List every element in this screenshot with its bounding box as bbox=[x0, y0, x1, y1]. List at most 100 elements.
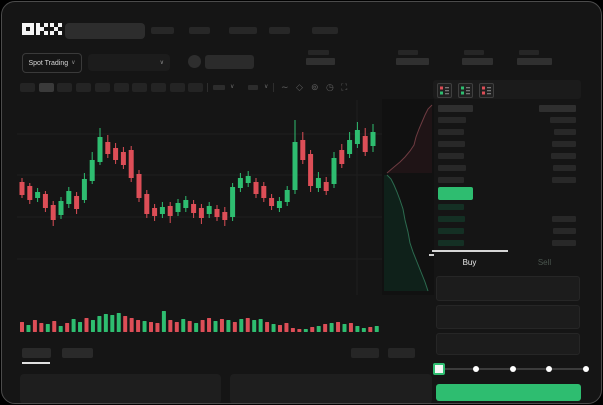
price-cell[interactable] bbox=[438, 240, 464, 246]
history-panel-1 bbox=[20, 374, 221, 403]
search-input[interactable] bbox=[65, 23, 145, 39]
ask-row[interactable] bbox=[434, 162, 580, 174]
indicator-dropdown[interactable] bbox=[248, 85, 258, 90]
price-cell[interactable] bbox=[438, 177, 464, 183]
orderbook-view-asks-icon[interactable] bbox=[479, 83, 494, 98]
orderbook-view-bids-icon[interactable] bbox=[458, 83, 473, 98]
stat-value bbox=[462, 58, 493, 65]
timeframe-button[interactable] bbox=[169, 83, 185, 92]
history-icon[interactable]: ◷ bbox=[326, 82, 334, 92]
history-tab-2[interactable] bbox=[62, 348, 93, 358]
ask-row[interactable] bbox=[434, 114, 580, 126]
price-cell[interactable] bbox=[438, 228, 464, 234]
tab-buy[interactable]: Buy bbox=[462, 258, 477, 267]
timeframe-button[interactable] bbox=[150, 83, 166, 92]
orderbook-view-toggles bbox=[437, 83, 494, 98]
trade-tabs: Buy Sell bbox=[432, 254, 582, 267]
amount-cell bbox=[553, 228, 576, 234]
price-cell[interactable] bbox=[438, 216, 465, 222]
chevron-down-icon: ∨ bbox=[230, 84, 235, 90]
stat-label bbox=[308, 50, 329, 55]
slider-stop[interactable] bbox=[546, 365, 553, 372]
fullscreen-icon[interactable]: ⛶ bbox=[341, 82, 348, 92]
orderbook bbox=[434, 102, 580, 249]
orderbook-view-combined-icon[interactable] bbox=[437, 83, 452, 98]
amount-percent-slider[interactable] bbox=[433, 362, 591, 375]
nav-item[interactable] bbox=[229, 27, 257, 34]
amount-cell bbox=[539, 104, 576, 112]
market-type-dropdown[interactable]: Spot Trading ∨ bbox=[22, 53, 82, 73]
timeframe-button[interactable] bbox=[76, 83, 92, 92]
timeframe-button[interactable] bbox=[57, 83, 73, 92]
history-panel-2 bbox=[230, 374, 432, 403]
history-tab-1[interactable] bbox=[22, 348, 51, 358]
camera-icon[interactable]: ⊚ bbox=[311, 82, 319, 92]
nav-item[interactable] bbox=[151, 27, 174, 34]
avatar[interactable] bbox=[188, 55, 201, 68]
bid-row[interactable] bbox=[434, 201, 580, 213]
candlestick-chart[interactable] bbox=[17, 100, 385, 295]
order-input-2[interactable] bbox=[436, 305, 580, 329]
chevron-down-icon: ∨ bbox=[159, 59, 164, 66]
volume-chart bbox=[20, 311, 379, 332]
indicator-dropdown[interactable] bbox=[213, 85, 225, 90]
last-price[interactable] bbox=[438, 187, 473, 200]
timeframe-button[interactable] bbox=[94, 83, 110, 92]
stat-label bbox=[519, 50, 539, 55]
ask-row[interactable] bbox=[434, 126, 580, 138]
chevron-down-icon: ∨ bbox=[264, 84, 269, 90]
bid-row[interactable] bbox=[434, 213, 580, 225]
nav-item[interactable] bbox=[269, 27, 290, 34]
pair-selector-dropdown[interactable]: ∨ bbox=[88, 54, 170, 71]
slider-stop[interactable] bbox=[509, 365, 516, 372]
price-cell[interactable] bbox=[438, 165, 466, 171]
ask-row[interactable] bbox=[434, 138, 580, 150]
history-action-2[interactable] bbox=[388, 348, 415, 358]
price-cell[interactable] bbox=[438, 204, 464, 210]
bid-row[interactable] bbox=[434, 225, 580, 237]
amount-cell bbox=[554, 129, 576, 135]
buy-submit-button[interactable] bbox=[436, 384, 581, 401]
nav-item[interactable] bbox=[312, 27, 338, 34]
orderbook-header[interactable] bbox=[434, 102, 580, 114]
market-type-label: Spot Trading bbox=[28, 59, 69, 67]
bid-row[interactable] bbox=[434, 237, 580, 249]
slider-stop[interactable] bbox=[472, 365, 479, 372]
price-cell[interactable] bbox=[438, 141, 465, 147]
toolbar-divider bbox=[273, 83, 274, 92]
draw-icon[interactable]: ◇ bbox=[296, 82, 303, 92]
history-action-1[interactable] bbox=[351, 348, 379, 358]
chevron-down-icon: ∨ bbox=[71, 60, 76, 66]
price-cell[interactable] bbox=[438, 129, 464, 135]
ask-row[interactable] bbox=[434, 150, 580, 162]
price-cell[interactable] bbox=[438, 153, 464, 159]
stat-value bbox=[306, 58, 335, 65]
slider-stop[interactable] bbox=[583, 365, 589, 372]
timeframe-button[interactable] bbox=[188, 83, 204, 92]
amount-cell bbox=[552, 177, 576, 183]
stat-label bbox=[464, 50, 484, 55]
header-action-button[interactable] bbox=[205, 55, 254, 69]
toolbar-divider bbox=[207, 83, 208, 92]
price-cell[interactable] bbox=[438, 117, 466, 123]
amount-cell bbox=[552, 216, 576, 222]
nav-item[interactable] bbox=[189, 27, 210, 34]
order-input-3[interactable] bbox=[436, 333, 580, 355]
price-cell[interactable] bbox=[438, 104, 473, 112]
timeframe-button[interactable] bbox=[38, 83, 54, 92]
depth-chart bbox=[384, 104, 434, 292]
tab-sell[interactable]: Sell bbox=[537, 258, 552, 267]
stat-value bbox=[396, 58, 429, 65]
timeframe-button[interactable] bbox=[132, 83, 148, 92]
slider-handle[interactable] bbox=[433, 363, 445, 375]
okx-logo bbox=[22, 23, 62, 35]
order-input-1[interactable] bbox=[436, 276, 580, 301]
timeframe-button[interactable] bbox=[113, 83, 129, 92]
wave-icon[interactable]: ∼ bbox=[281, 82, 289, 92]
timeframe-button[interactable] bbox=[20, 83, 35, 92]
amount-cell bbox=[553, 165, 576, 171]
ask-row[interactable] bbox=[434, 174, 580, 186]
amount-cell bbox=[551, 153, 576, 159]
